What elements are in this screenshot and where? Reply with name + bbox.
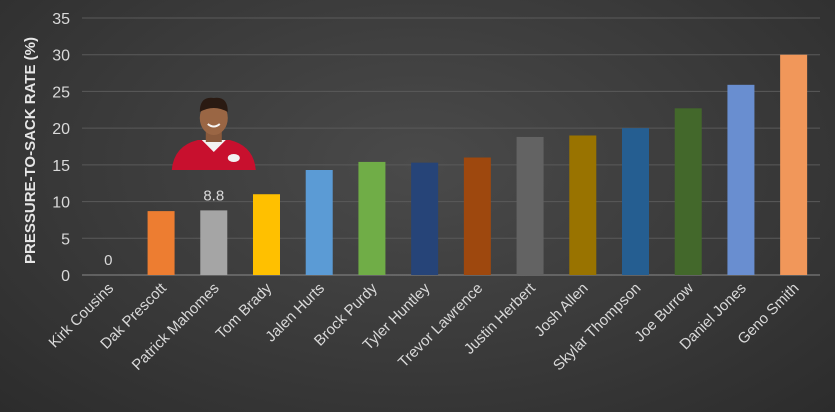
data-label: 0 xyxy=(104,252,112,269)
y-tick-label: 0 xyxy=(61,268,70,285)
y-tick-label: 10 xyxy=(52,195,70,212)
y-axis-label: PRESSURE-TO-SACK RATE (%) xyxy=(22,37,39,264)
bar xyxy=(200,210,228,275)
bars xyxy=(147,54,808,276)
bar xyxy=(674,108,702,276)
y-tick-label: 25 xyxy=(52,84,70,101)
bar xyxy=(305,169,333,275)
bar xyxy=(147,211,175,275)
data-label: 8.8 xyxy=(203,187,224,204)
head-shape xyxy=(199,101,228,135)
bar xyxy=(358,161,386,275)
y-tick-label: 35 xyxy=(52,11,70,28)
collar-shape xyxy=(201,140,226,152)
bar xyxy=(411,162,439,275)
y-tick-label: 30 xyxy=(52,48,70,65)
bar xyxy=(780,54,808,275)
bar xyxy=(727,84,755,275)
data-labels: 08.8 xyxy=(104,187,224,269)
player-headshot-icon xyxy=(171,97,256,170)
bar xyxy=(622,128,649,275)
logo-shape xyxy=(227,154,240,162)
bar xyxy=(463,157,491,275)
jersey-shape xyxy=(171,140,256,170)
bar xyxy=(569,135,597,275)
bar xyxy=(516,136,544,275)
smile-shape xyxy=(207,123,221,128)
hair-shape xyxy=(199,97,228,112)
y-tick-label: 5 xyxy=(61,231,70,248)
bar xyxy=(253,194,280,275)
y-tick-label: 20 xyxy=(52,121,70,138)
y-tick-label: 15 xyxy=(52,158,70,175)
y-axis-ticks: 0 5 10 15 20 25 30 35 xyxy=(52,11,70,285)
